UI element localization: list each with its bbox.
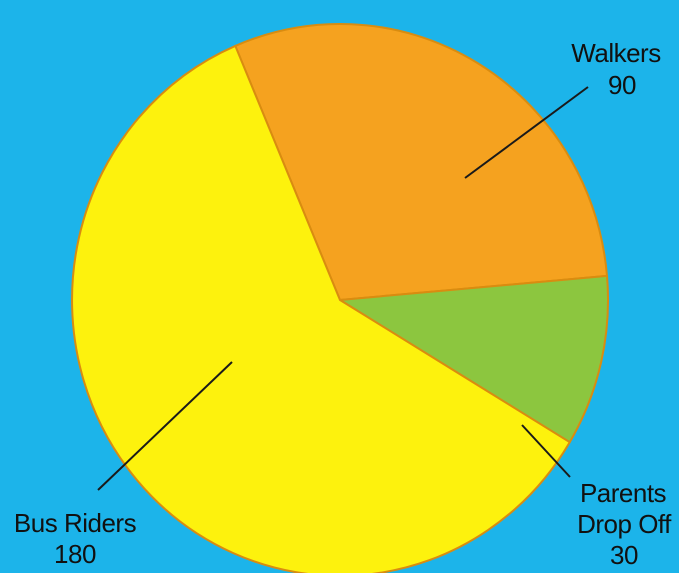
label-parents-line2: Drop Off [577,509,672,539]
label-bus-riders: Bus Riders 180 [14,508,137,569]
leader-bus-riders [97,361,233,491]
label-bus-riders-value: 180 [54,539,96,569]
label-parents-value: 30 [610,540,638,570]
label-parents-drop-off: Parents Drop Off 30 [577,478,673,570]
label-bus-riders-name: Bus Riders [14,508,137,538]
label-walkers-name: Walkers [571,38,661,68]
slice-parents-drop-off [339,274,610,444]
slice-walkers [234,22,608,301]
slice-bus-riders [71,44,571,573]
label-walkers-value: 90 [608,70,636,100]
pie-slices [71,22,610,573]
label-parents-line1: Parents [580,478,667,508]
leader-lines [97,86,589,491]
label-walkers: Walkers 90 [571,38,661,100]
leader-parents [521,424,571,478]
leader-walkers [464,86,589,179]
